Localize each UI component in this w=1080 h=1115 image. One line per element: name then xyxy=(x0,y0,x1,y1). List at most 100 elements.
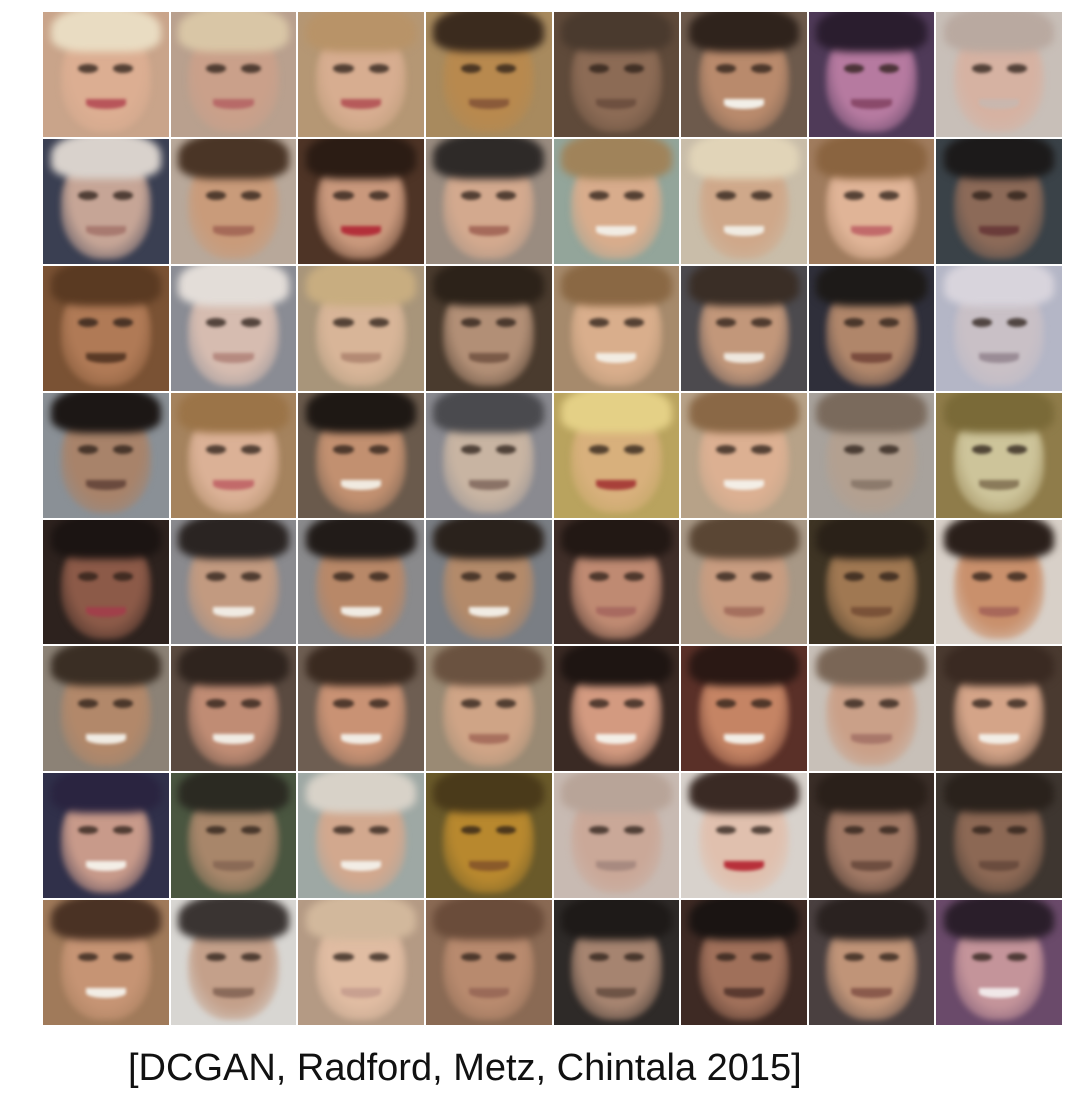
right-eye xyxy=(240,571,262,581)
hair-shape xyxy=(943,519,1055,560)
hair-shape xyxy=(688,773,800,814)
hair-shape xyxy=(178,12,289,52)
right-eye xyxy=(496,445,517,454)
mouth xyxy=(213,860,254,871)
left-eye xyxy=(333,64,354,74)
right-eye xyxy=(623,952,644,962)
right-eye xyxy=(113,318,134,327)
face-tile-r8-c3 xyxy=(298,900,424,1025)
mouth xyxy=(979,226,1020,237)
face-tile-r3-c6 xyxy=(681,265,807,391)
face-tile-r1-c8 xyxy=(936,12,1062,137)
mouth xyxy=(340,606,382,617)
hair-shape xyxy=(50,138,162,179)
face-tile-r4-c5 xyxy=(553,392,680,518)
hair-shape xyxy=(943,12,1055,52)
hair-shape xyxy=(816,900,927,941)
left-eye xyxy=(971,445,992,454)
left-eye xyxy=(205,318,226,327)
left-eye xyxy=(843,318,865,327)
hair-shape xyxy=(561,138,672,179)
right-eye xyxy=(1006,445,1027,454)
left-eye xyxy=(78,571,99,581)
right-eye xyxy=(751,191,772,201)
right-eye xyxy=(240,64,262,74)
mouth xyxy=(85,860,126,871)
left-eye xyxy=(843,825,865,835)
left-eye xyxy=(461,952,482,962)
face-tile-r1-c5 xyxy=(553,12,680,137)
right-eye xyxy=(751,64,772,74)
right-eye xyxy=(879,445,900,454)
left-eye xyxy=(971,571,992,581)
hair-shape xyxy=(561,646,672,687)
hair-shape xyxy=(305,646,417,687)
mouth xyxy=(340,353,382,364)
face-tile-r4-c3 xyxy=(298,392,424,518)
mouth xyxy=(340,733,382,744)
mouth xyxy=(851,606,892,617)
mouth xyxy=(85,99,126,110)
mouth xyxy=(468,226,509,237)
face-tile-r7-c4 xyxy=(425,773,552,899)
left-eye xyxy=(716,825,737,835)
right-eye xyxy=(368,64,389,74)
mouth xyxy=(851,860,892,871)
right-eye xyxy=(113,952,134,962)
hair-shape xyxy=(688,519,800,560)
face-tile-r5-c3 xyxy=(298,519,424,645)
hair-shape xyxy=(688,138,800,179)
hair-shape xyxy=(305,138,417,179)
mouth xyxy=(468,99,509,110)
right-eye xyxy=(751,952,772,962)
mouth xyxy=(340,860,382,871)
right-eye xyxy=(496,952,517,962)
face-tile-r1-c6 xyxy=(681,12,807,137)
face-tile-r1-c3 xyxy=(298,12,424,137)
right-eye xyxy=(751,318,772,327)
hair-shape xyxy=(433,773,544,814)
right-eye xyxy=(751,825,772,835)
hair-shape xyxy=(305,392,417,433)
face-tile-r4-c8 xyxy=(936,392,1062,518)
mouth xyxy=(468,987,509,998)
right-eye xyxy=(1006,952,1027,962)
left-eye xyxy=(588,825,609,835)
mouth xyxy=(85,733,126,744)
right-eye xyxy=(623,571,644,581)
right-eye xyxy=(623,445,644,454)
face-tile-r6-c8 xyxy=(936,646,1062,772)
mouth xyxy=(596,987,637,998)
left-eye xyxy=(843,191,865,201)
left-eye xyxy=(333,825,354,835)
hair-shape xyxy=(688,265,800,306)
right-eye xyxy=(879,952,900,962)
left-eye xyxy=(78,445,99,454)
mouth xyxy=(213,987,254,998)
left-eye xyxy=(333,952,354,962)
face-tile-r3-c5 xyxy=(553,265,680,391)
left-eye xyxy=(971,825,992,835)
face-tile-r3-c8 xyxy=(936,265,1062,391)
left-eye xyxy=(843,571,865,581)
right-eye xyxy=(879,571,900,581)
mouth xyxy=(979,606,1020,617)
hair-shape xyxy=(561,392,672,433)
left-eye xyxy=(971,698,992,708)
face-tile-r5-c6 xyxy=(681,519,807,645)
hair-shape xyxy=(816,646,927,687)
right-eye xyxy=(623,191,644,201)
left-eye xyxy=(716,445,737,454)
mouth xyxy=(851,226,892,237)
left-eye xyxy=(843,64,865,74)
face-tile-r5-c8 xyxy=(936,519,1062,645)
mouth xyxy=(723,860,765,871)
hair-shape xyxy=(305,519,417,560)
mouth xyxy=(851,353,892,364)
face-tile-r5-c7 xyxy=(808,519,935,645)
face-tile-r4-c6 xyxy=(681,392,807,518)
hair-shape xyxy=(943,138,1055,179)
face-tile-r3-c4 xyxy=(425,265,552,391)
left-eye xyxy=(461,445,482,454)
hair-shape xyxy=(178,138,289,179)
